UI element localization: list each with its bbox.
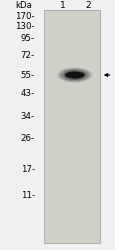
Text: 95-: 95-	[21, 34, 34, 43]
Text: 55-: 55-	[20, 70, 34, 80]
Text: 26-: 26-	[20, 134, 34, 143]
Text: 43-: 43-	[20, 89, 34, 98]
Ellipse shape	[57, 68, 91, 82]
Text: 11-: 11-	[20, 190, 34, 200]
Ellipse shape	[70, 73, 78, 77]
Text: 1: 1	[59, 1, 65, 10]
Text: 17-: 17-	[20, 166, 34, 174]
Ellipse shape	[66, 72, 82, 78]
Text: 130-: 130-	[15, 22, 34, 31]
Text: 170-: 170-	[15, 12, 34, 21]
Text: 34-: 34-	[20, 112, 34, 121]
Ellipse shape	[65, 72, 84, 78]
Ellipse shape	[63, 70, 85, 80]
Text: 72-: 72-	[20, 50, 34, 59]
Text: 2: 2	[85, 1, 90, 10]
Ellipse shape	[60, 68, 89, 82]
Bar	[44, 10, 99, 242]
Text: kDa: kDa	[16, 1, 32, 10]
